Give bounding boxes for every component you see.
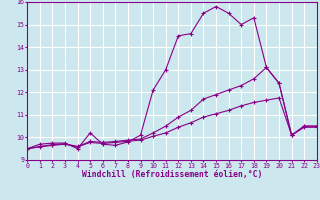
X-axis label: Windchill (Refroidissement éolien,°C): Windchill (Refroidissement éolien,°C) [82, 170, 262, 179]
